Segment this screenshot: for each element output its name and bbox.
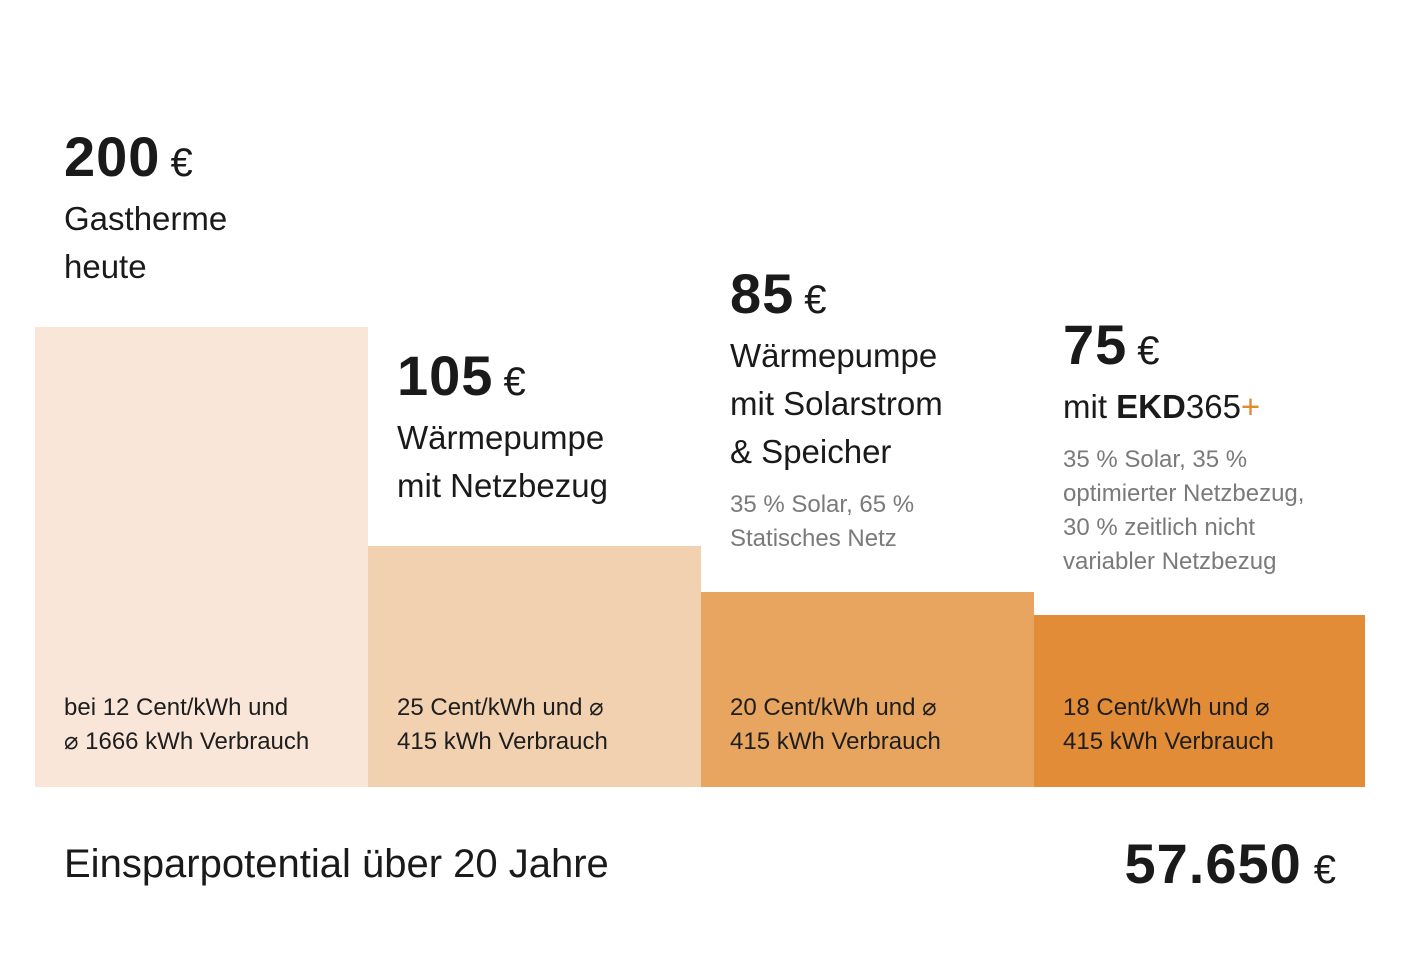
- bar-gastherme: [35, 327, 368, 787]
- brand-suffix: 365: [1185, 387, 1241, 425]
- amount-gastherme: 200 €: [64, 129, 193, 185]
- note-ekd365: 35 % Solar, 35 % optimierter Netzbezug, …: [1063, 445, 1305, 575]
- category-label-waermepumpe-netz: Wärmepumpe mit Netzbezug: [397, 418, 608, 504]
- amount-ekd365: 75 €: [1063, 316, 1160, 373]
- brand-name: EKD: [1116, 387, 1186, 425]
- currency-symbol: €: [170, 141, 193, 185]
- currency-symbol: €: [1313, 848, 1336, 892]
- data-label-value: 200: [64, 125, 161, 188]
- currency-symbol: €: [503, 359, 526, 404]
- currency-symbol: €: [804, 277, 827, 322]
- bar-ekd365: [1034, 614, 1365, 787]
- footer-note-waermepumpe-netz: 25 Cent/kWh und ⌀ 415 kWh Verbrauch: [397, 694, 608, 755]
- amount-waermepumpe-solar: 85 €: [730, 265, 827, 322]
- amount-waermepumpe-netz: 105 €: [397, 347, 526, 404]
- savings-value: 57.650: [1124, 832, 1302, 895]
- bar-waermepumpe-netz: [368, 545, 701, 787]
- category-label-ekd365: mit EKD365+: [1063, 383, 1260, 431]
- brand-plus: +: [1240, 387, 1261, 425]
- category-label-waermepumpe-solar: Wärmepumpe mit Solarstrom & Speicher: [730, 336, 943, 470]
- data-label-value: 75: [1063, 312, 1128, 376]
- footer-note-ekd365: 18 Cent/kWh und ⌀ 415 kWh Verbrauch: [1063, 694, 1274, 755]
- category-label-gastherme: Gastherme heute: [64, 200, 228, 285]
- data-label-value: 85: [730, 261, 795, 325]
- data-label-value: 105: [397, 343, 494, 407]
- footer-note-gastherme: bei 12 Cent/kWh und ⌀ 1666 kWh Verbrauch: [64, 694, 310, 755]
- savings-label: Einsparpotential über 20 Jahre: [64, 842, 609, 886]
- note-waermepumpe-solar: 35 % Solar, 65 % Statisches Netz: [730, 490, 915, 552]
- label-prefix: mit: [1063, 387, 1117, 425]
- bar-waermepumpe-solar: [701, 591, 1034, 787]
- savings-amount: 57.650 €: [1124, 836, 1336, 892]
- currency-symbol: €: [1137, 328, 1160, 373]
- footer-note-waermepumpe-solar: 20 Cent/kWh und ⌀ 415 kWh Verbrauch: [730, 694, 941, 755]
